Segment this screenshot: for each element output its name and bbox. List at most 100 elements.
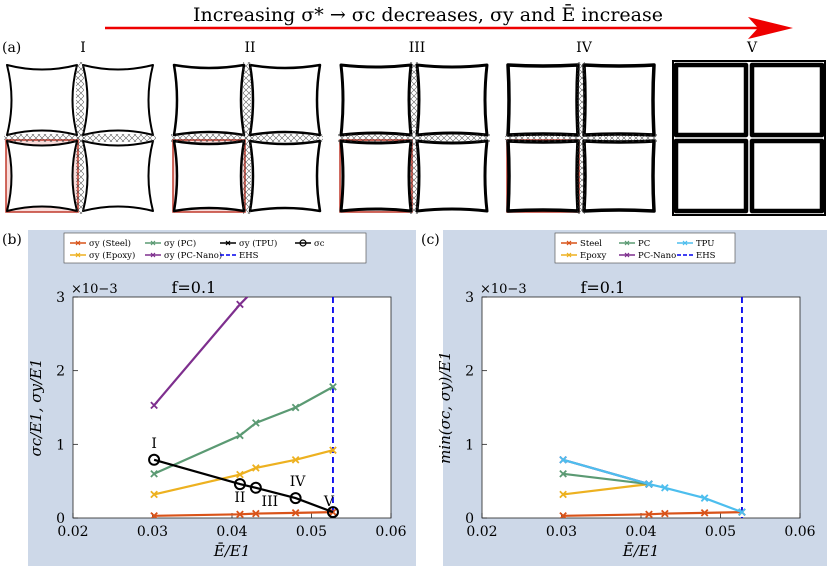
void-cell [248, 63, 322, 137]
legend-marker [225, 240, 231, 246]
data-point [252, 419, 260, 427]
annotation-iii: III [262, 494, 279, 510]
legend-marker [624, 252, 630, 258]
data-point [249, 481, 262, 494]
y-tick-label: 2 [56, 364, 65, 380]
legend-entry: EHS [696, 251, 716, 261]
legend-entry: σc [314, 239, 325, 249]
legend-entry: TPU [696, 239, 714, 249]
void-cell [172, 139, 246, 213]
ligament-horizontal [4, 134, 156, 142]
legend-entry: σy (Epoxy) [89, 250, 135, 261]
x-tick-label: 0.03 [137, 524, 168, 540]
lattice-cell-V: V [672, 40, 826, 216]
series--c [148, 453, 339, 518]
ligament-horizontal [338, 134, 490, 142]
data-point [252, 509, 260, 518]
void-cell [172, 63, 246, 137]
series--y-steel- [150, 508, 337, 518]
data-point [252, 464, 260, 472]
x-tick-label: 0.02 [466, 524, 497, 540]
y-tick-label: 0 [465, 511, 474, 527]
panel-c: (c) 0.02 0.03 0.04 0.05 0.06 0 1 2 3 ×10−3 f=0.1 Ē/E… [421, 230, 827, 566]
x-tick-label: 0.06 [784, 524, 815, 540]
y-tick-label: 1 [56, 437, 65, 453]
data-point [291, 455, 300, 464]
legend-entry: PC [638, 239, 650, 249]
plot-content [148, 297, 339, 518]
data-point [700, 494, 709, 502]
annotation-i: I [151, 436, 157, 452]
data-point [236, 300, 244, 309]
series--y-epoxy- [150, 446, 337, 499]
data-point [326, 506, 339, 518]
plot-area [72, 296, 392, 519]
x-tick-label: 0.03 [546, 524, 577, 540]
data-point [236, 431, 244, 440]
legend-marker [566, 252, 572, 258]
legend-entry: Epoxy [580, 251, 607, 261]
legend-marker [566, 240, 572, 246]
y-tick-label: 0 [56, 511, 65, 527]
legend-marker [150, 240, 156, 246]
data-point [559, 511, 567, 518]
data-point [645, 510, 653, 518]
y-tick-label: 2 [465, 364, 474, 380]
data-point [661, 483, 669, 492]
x-tick-label: 0.02 [57, 524, 88, 540]
data-point [559, 469, 567, 478]
x-tick-label: 0.05 [296, 524, 327, 540]
void-cell [339, 139, 413, 213]
legend-box [554, 232, 736, 264]
data-point [148, 453, 161, 466]
data-point [559, 490, 567, 499]
legend-marker [150, 252, 156, 258]
stage-label: IV [576, 40, 593, 56]
legend-marker [624, 240, 630, 246]
data-point [233, 478, 246, 491]
y-tick-label: 1 [465, 437, 474, 453]
void-cell [673, 62, 749, 138]
ligament-horizontal [505, 134, 657, 142]
legend-entry: EHS [239, 251, 259, 261]
series--y-pc- [150, 383, 337, 478]
ligament-horizontal [171, 134, 323, 142]
data-point [150, 490, 158, 499]
chart-title: f=0.1 [171, 278, 216, 297]
void-cell [415, 139, 489, 213]
legend: σy (Steel) σy (PC) σy (TPU) σc σy (Epoxy) σy … [63, 232, 367, 264]
series-tpu [559, 455, 746, 516]
void-cell [582, 63, 656, 137]
y-tick-label: 3 [56, 290, 65, 306]
x-axis-label: Ē/E1 [213, 542, 251, 560]
void-cell [82, 64, 154, 136]
plot-content [559, 297, 746, 518]
series-line [153, 458, 334, 514]
panel-label: (c) [421, 232, 440, 248]
data-point [329, 446, 337, 455]
void-cell [339, 63, 413, 137]
legend-marker [299, 239, 307, 247]
void-cell [6, 64, 78, 136]
solid-frame [672, 60, 826, 216]
header-caption: Increasing σ* → σc decreases, σy and Ē i… [193, 3, 663, 26]
chart-title: f=0.1 [580, 278, 625, 297]
void-cell [248, 139, 322, 213]
legend-entry: σy (PC-Nano) [164, 250, 222, 261]
direction-arrow-head [748, 17, 793, 39]
data-point [700, 509, 709, 517]
y-exponent: ×10−3 [71, 282, 118, 297]
series-steel [559, 508, 746, 518]
x-tick-label: 0.04 [216, 524, 247, 540]
data-point [291, 403, 300, 412]
void-cell [82, 140, 154, 212]
y-exponent: ×10−3 [480, 282, 527, 297]
lattice-cell-II: II [171, 40, 323, 214]
legend-box [63, 232, 367, 264]
x-tick-label: 0.05 [705, 524, 736, 540]
series-line [562, 472, 650, 486]
lattice-cell-III: III [338, 40, 490, 214]
y-axis-label: min(σc, σy)/E1 [436, 351, 454, 464]
y-axis-label: σc/E1, σy/E1 [27, 359, 45, 457]
